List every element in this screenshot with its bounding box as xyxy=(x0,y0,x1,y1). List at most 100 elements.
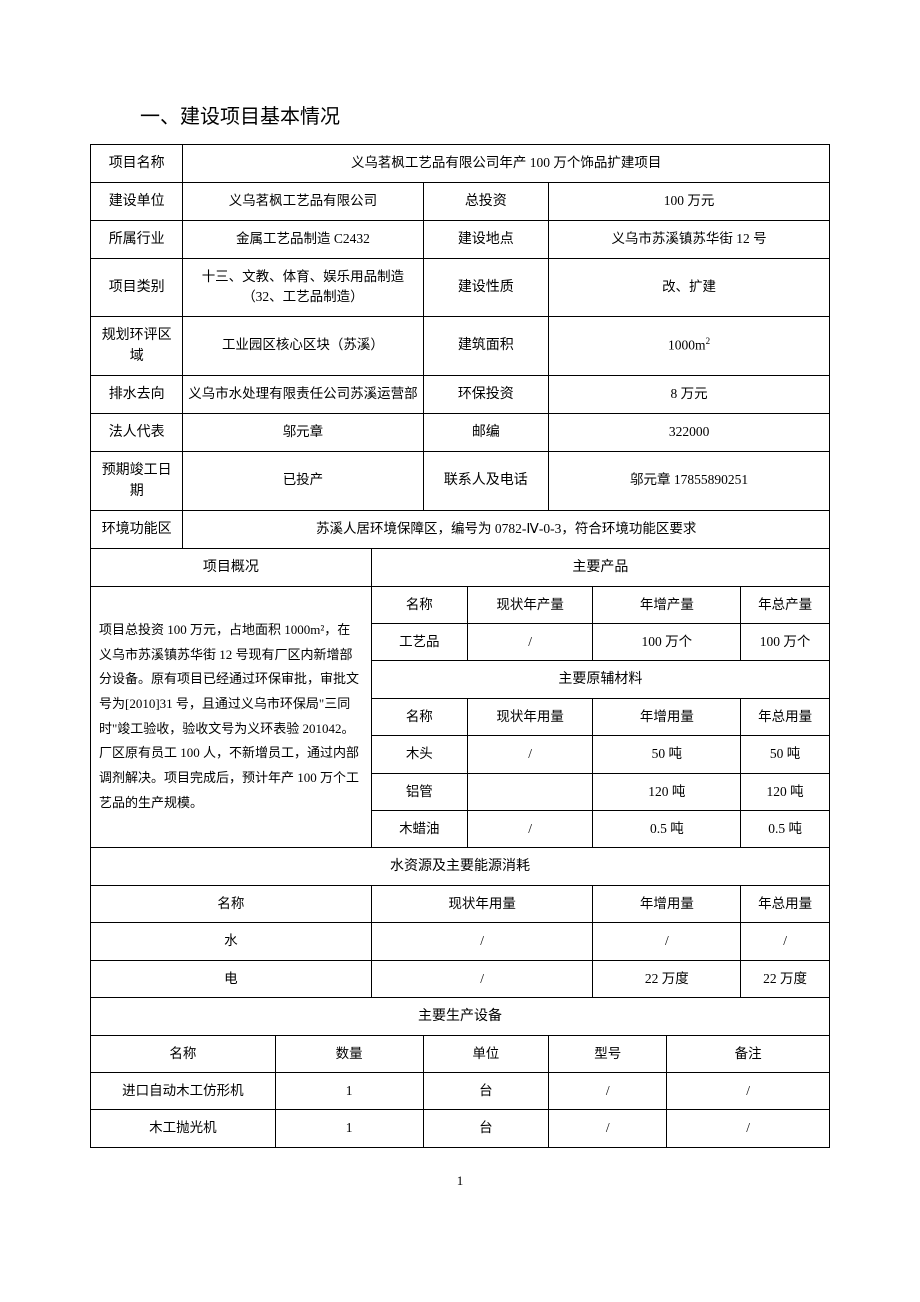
product-name: 工艺品 xyxy=(371,623,467,660)
table-row: 水资源及主要能源消耗 xyxy=(91,848,830,886)
product-current: / xyxy=(467,623,593,660)
energy-current-2: / xyxy=(371,960,593,997)
products-header-name: 名称 xyxy=(371,586,467,623)
energy-header-current: 现状年用量 xyxy=(371,886,593,923)
equipment-header-remark: 备注 xyxy=(667,1035,830,1072)
energy-header-total: 年总用量 xyxy=(741,886,830,923)
energy-header-name: 名称 xyxy=(91,886,372,923)
table-row: 法人代表 邬元章 邮编 322000 xyxy=(91,413,830,451)
equipment-model-1: / xyxy=(549,1073,667,1110)
value-planning-area: 工业园区核心区块（苏溪） xyxy=(183,316,423,375)
table-row: 名称 现状年用量 年增用量 年总用量 xyxy=(91,886,830,923)
equipment-name-2: 木工抛光机 xyxy=(91,1110,276,1147)
energy-header-increase: 年增用量 xyxy=(593,886,741,923)
table-row: 电 / 22 万度 22 万度 xyxy=(91,960,830,997)
material-increase-3: 0.5 吨 xyxy=(593,810,741,847)
equipment-header-qty: 数量 xyxy=(275,1035,423,1072)
products-header-current: 现状年产量 xyxy=(467,586,593,623)
energy-name-2: 电 xyxy=(91,960,372,997)
equipment-model-2: / xyxy=(549,1110,667,1147)
table-row: 项目总投资 100 万元，占地面积 1000m²，在义乌市苏溪镇苏华街 12 号… xyxy=(91,586,830,623)
table-row: 预期竣工日期 已投产 联系人及电话 邬元章 17855890251 xyxy=(91,451,830,510)
material-increase-2: 120 吨 xyxy=(593,773,741,810)
table-row: 名称 数量 单位 型号 备注 xyxy=(91,1035,830,1072)
table-row: 建设单位 义乌茗枫工艺品有限公司 总投资 100 万元 xyxy=(91,183,830,221)
material-current-3: / xyxy=(467,810,593,847)
label-building-area: 建筑面积 xyxy=(423,316,549,375)
energy-increase-1: / xyxy=(593,923,741,960)
materials-header-name: 名称 xyxy=(371,699,467,736)
energy-total-2: 22 万度 xyxy=(741,960,830,997)
value-legal-rep: 邬元章 xyxy=(183,413,423,451)
main-products-title: 主要产品 xyxy=(371,548,829,586)
table-row: 所属行业 金属工艺品制造 C2432 建设地点 义乌市苏溪镇苏华街 12 号 xyxy=(91,221,830,259)
table-row: 进口自动木工仿形机 1 台 / / xyxy=(91,1073,830,1110)
energy-name-1: 水 xyxy=(91,923,372,960)
product-increase: 100 万个 xyxy=(593,623,741,660)
products-header-increase: 年增产量 xyxy=(593,586,741,623)
energy-title: 水资源及主要能源消耗 xyxy=(91,848,830,886)
table-row: 主要生产设备 xyxy=(91,997,830,1035)
energy-total-1: / xyxy=(741,923,830,960)
material-total-2: 120 吨 xyxy=(741,773,830,810)
table-row: 排水去向 义乌市水处理有限责任公司苏溪运营部 环保投资 8 万元 xyxy=(91,375,830,413)
product-total: 100 万个 xyxy=(741,623,830,660)
value-construction-unit: 义乌茗枫工艺品有限公司 xyxy=(183,183,423,221)
material-total-3: 0.5 吨 xyxy=(741,810,830,847)
energy-increase-2: 22 万度 xyxy=(593,960,741,997)
equipment-title: 主要生产设备 xyxy=(91,997,830,1035)
main-materials-title: 主要原辅材料 xyxy=(371,661,829,699)
table-row: 水 / / / xyxy=(91,923,830,960)
material-name-2: 铝管 xyxy=(371,773,467,810)
equipment-header-model: 型号 xyxy=(549,1035,667,1072)
material-increase-1: 50 吨 xyxy=(593,736,741,773)
table-row: 木工抛光机 1 台 / / xyxy=(91,1110,830,1147)
material-current-2 xyxy=(467,773,593,810)
page-number: 1 xyxy=(90,1173,830,1189)
equipment-unit-2: 台 xyxy=(423,1110,549,1147)
table-row: 项目类别 十三、文教、体育、娱乐用品制造（32、工艺品制造） 建设性质 改、扩建 xyxy=(91,259,830,317)
equipment-remark-2: / xyxy=(667,1110,830,1147)
equipment-remark-1: / xyxy=(667,1073,830,1110)
equipment-name-1: 进口自动木工仿形机 xyxy=(91,1073,276,1110)
material-current-1: / xyxy=(467,736,593,773)
overview-title: 项目概况 xyxy=(91,548,372,586)
table-row: 规划环评区域 工业园区核心区块（苏溪） 建筑面积 1000m2 xyxy=(91,316,830,375)
label-planning-area: 规划环评区域 xyxy=(91,316,183,375)
equipment-qty-2: 1 xyxy=(275,1110,423,1147)
label-location: 建设地点 xyxy=(423,221,549,259)
label-completion-date: 预期竣工日期 xyxy=(91,451,183,510)
value-env-investment: 8 万元 xyxy=(549,375,830,413)
overview-text: 项目总投资 100 万元，占地面积 1000m²，在义乌市苏溪镇苏华街 12 号… xyxy=(91,586,372,848)
table-row: 项目名称 义乌茗枫工艺品有限公司年产 100 万个饰品扩建项目 xyxy=(91,145,830,183)
label-legal-rep: 法人代表 xyxy=(91,413,183,451)
value-total-investment: 100 万元 xyxy=(549,183,830,221)
materials-header-total: 年总用量 xyxy=(741,699,830,736)
value-postcode: 322000 xyxy=(549,413,830,451)
label-contact: 联系人及电话 xyxy=(423,451,549,510)
value-drainage: 义乌市水处理有限责任公司苏溪运营部 xyxy=(183,375,423,413)
material-total-1: 50 吨 xyxy=(741,736,830,773)
label-drainage: 排水去向 xyxy=(91,375,183,413)
value-project-category: 十三、文教、体育、娱乐用品制造（32、工艺品制造） xyxy=(183,259,423,317)
value-env-function: 苏溪人居环境保障区，编号为 0782-Ⅳ-0-3，符合环境功能区要求 xyxy=(183,510,830,548)
value-construction-nature: 改、扩建 xyxy=(549,259,830,317)
label-construction-nature: 建设性质 xyxy=(423,259,549,317)
equipment-qty-1: 1 xyxy=(275,1073,423,1110)
value-industry: 金属工艺品制造 C2432 xyxy=(183,221,423,259)
materials-header-increase: 年增用量 xyxy=(593,699,741,736)
value-completion-date: 已投产 xyxy=(183,451,423,510)
value-contact: 邬元章 17855890251 xyxy=(549,451,830,510)
energy-current-1: / xyxy=(371,923,593,960)
label-industry: 所属行业 xyxy=(91,221,183,259)
material-name-1: 木头 xyxy=(371,736,467,773)
label-construction-unit: 建设单位 xyxy=(91,183,183,221)
section-title: 一、建设项目基本情况 xyxy=(90,100,830,129)
basic-info-table: 项目名称 义乌茗枫工艺品有限公司年产 100 万个饰品扩建项目 建设单位 义乌茗… xyxy=(90,144,830,1148)
label-env-function: 环境功能区 xyxy=(91,510,183,548)
label-postcode: 邮编 xyxy=(423,413,549,451)
table-row: 环境功能区 苏溪人居环境保障区，编号为 0782-Ⅳ-0-3，符合环境功能区要求 xyxy=(91,510,830,548)
materials-header-current: 现状年用量 xyxy=(467,699,593,736)
value-location: 义乌市苏溪镇苏华街 12 号 xyxy=(549,221,830,259)
label-project-name: 项目名称 xyxy=(91,145,183,183)
